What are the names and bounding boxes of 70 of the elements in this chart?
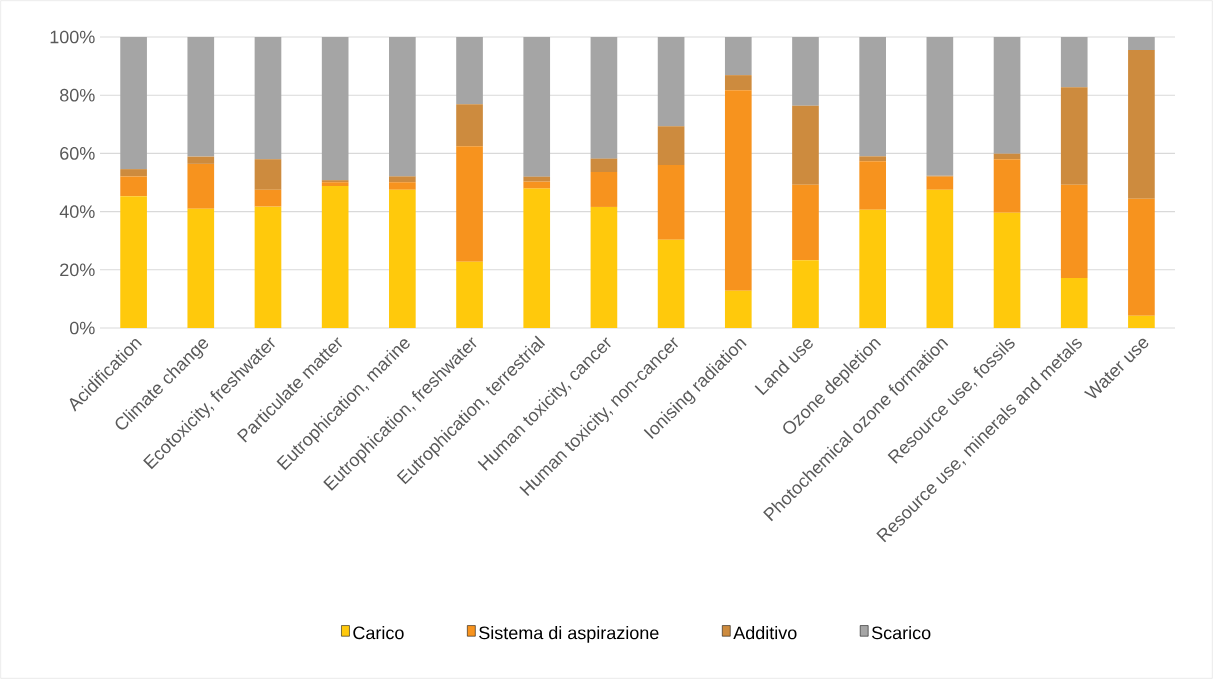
bar [120,37,147,170]
bar [254,189,282,207]
bar [859,156,886,162]
bar [1128,37,1155,51]
bar [1128,50,1155,199]
bar [254,159,282,190]
bar [254,37,282,160]
bar [590,37,618,159]
bar [590,206,618,329]
bar [792,37,819,106]
bar [456,104,483,147]
bar [657,37,685,127]
bar [792,184,819,261]
y-tick-label: 40% [59,205,95,218]
bar [1128,198,1155,316]
bar [1060,37,1088,88]
bar [724,290,752,329]
bar [657,165,685,240]
bar [859,161,886,210]
bar [657,239,685,329]
bar [321,186,349,329]
bar [523,188,551,329]
bar [389,37,416,177]
bar [993,37,1021,154]
legend-label: Scarico [871,626,931,640]
legend-label: Additivo [733,626,797,640]
bar [590,172,618,207]
y-tick-label: 0% [69,321,95,335]
bar [321,37,349,181]
bar [187,163,215,209]
bar [120,169,147,177]
y-tick-label: 100% [50,30,95,44]
bar [456,261,483,329]
bar [187,156,215,164]
bar [187,208,215,329]
bar [1060,87,1088,185]
bar [120,176,147,197]
bar [1128,315,1155,329]
bar [926,189,954,329]
bar [724,75,752,91]
bar [1060,184,1088,278]
bar [389,189,416,329]
y-tick-label: 60% [60,147,95,160]
y-tick-label: 80% [60,88,95,102]
bar [590,158,618,173]
legend-label: Sistema di aspirazione [479,626,659,643]
bar [120,196,147,329]
bar [859,209,886,329]
bar [926,176,954,190]
bar [523,176,551,182]
bar [993,212,1021,329]
bar [792,105,819,185]
bar [187,37,215,157]
bar [657,126,685,166]
bar [1060,277,1088,329]
bar [389,176,416,183]
bar [724,37,752,76]
bar [926,37,954,176]
bar [389,182,416,190]
bar [523,181,551,189]
bar [859,37,886,157]
bar [792,260,819,329]
bar [724,90,752,291]
bar [456,37,483,105]
legend-label: Carico [353,626,404,640]
y-tick-label: 20% [60,263,95,277]
bar [254,206,282,329]
bar [456,146,483,262]
bar [523,37,551,177]
bar [993,159,1021,213]
